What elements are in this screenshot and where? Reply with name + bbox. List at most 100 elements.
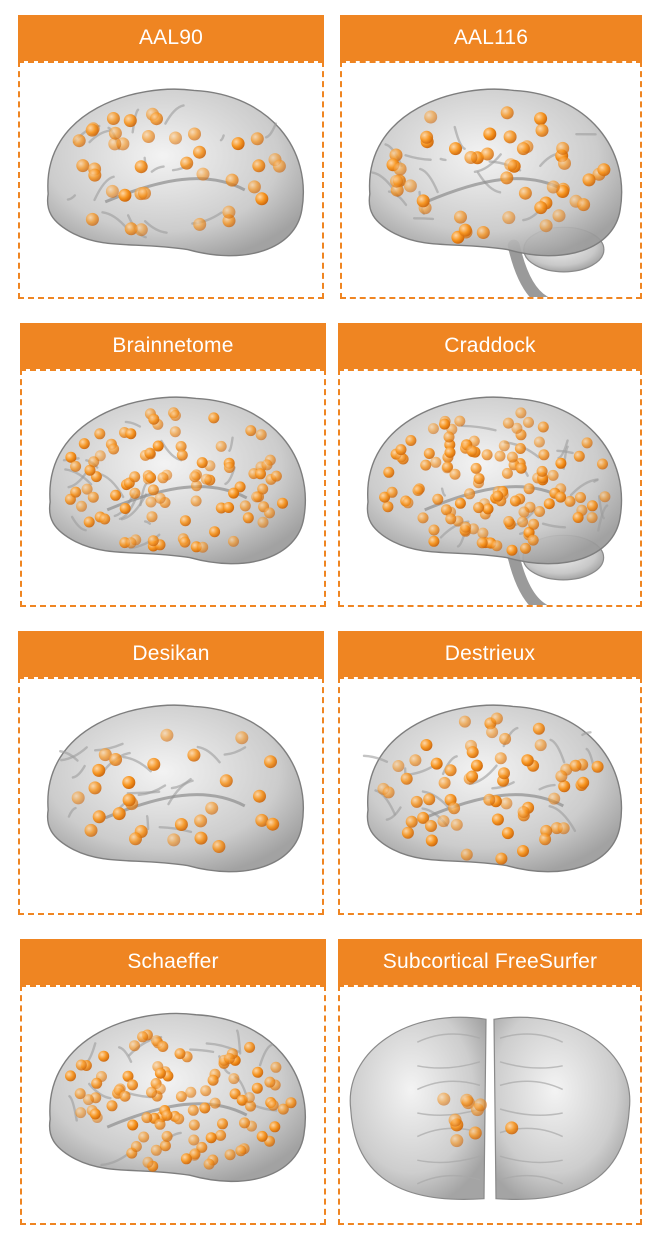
parcel-node [122, 1070, 134, 1082]
parcel-node [382, 501, 394, 513]
parcel-node [555, 457, 567, 469]
parcel-node [145, 472, 157, 484]
parcel-node [533, 436, 545, 448]
parcel-node [127, 1119, 139, 1131]
parcel-node [108, 126, 122, 140]
parcel-node [118, 188, 132, 202]
parcel-node [412, 485, 424, 496]
parcel-node [444, 764, 457, 777]
parcel-node [88, 168, 102, 182]
parcel-node [468, 1126, 482, 1140]
parcel-node [223, 502, 235, 513]
parcel-node [586, 500, 598, 512]
parcel-node [264, 1076, 276, 1088]
brain-figure-frame [18, 677, 324, 915]
parcel-node [473, 473, 485, 485]
brain-figure-frame [338, 985, 642, 1225]
parcel-node [516, 142, 530, 156]
parcel-node [223, 462, 235, 473]
parcel-node [257, 483, 269, 495]
parcel-node [109, 753, 123, 766]
atlas-panel-schaeffer: Schaeffer [20, 939, 326, 1225]
parcel-node [500, 797, 513, 810]
parcel-node [229, 1088, 241, 1100]
parcel-node [253, 789, 266, 803]
parcel-node [208, 412, 220, 424]
parcel-node [449, 142, 462, 156]
atlas-panel-subcortical-freesurfer: Subcortical FreeSurfer [338, 939, 642, 1225]
parcel-node [176, 449, 188, 461]
parcel-node [91, 1077, 103, 1089]
parcel-node [188, 127, 201, 141]
parcel-node [225, 173, 239, 187]
parcel-node [509, 495, 521, 507]
parcel-node [534, 112, 548, 126]
parcel-node [503, 516, 515, 527]
parcel-node [515, 407, 527, 419]
parcel-node [83, 516, 95, 528]
parcel-node [209, 1097, 221, 1109]
parcel-node [243, 1092, 255, 1104]
parcel-node [437, 1092, 451, 1106]
parcel-node [491, 540, 503, 552]
parcel-node [194, 814, 208, 828]
parcel-node [517, 845, 529, 857]
parcel-node [70, 486, 82, 498]
parcel-node [503, 130, 517, 144]
parcel-node [112, 807, 126, 821]
parcel-node [437, 815, 450, 828]
parcel-node [514, 443, 526, 454]
parcel-node [264, 507, 275, 519]
parcel-node [423, 448, 435, 459]
brain-figure-frame [18, 61, 324, 299]
parcel-node [535, 123, 549, 137]
parcel-node [389, 148, 403, 162]
parcel-node [492, 490, 504, 502]
parcel-node [169, 426, 181, 438]
hemisphere-surface [493, 1016, 631, 1200]
parcel-node [187, 1104, 199, 1116]
parcel-node [502, 417, 514, 429]
parcel-node [470, 462, 482, 474]
atlas-panel-desikan: Desikan [18, 631, 324, 915]
parcel-node [154, 1067, 166, 1079]
parcel-node [88, 456, 100, 468]
parcel-node [555, 491, 567, 503]
parcel-node [108, 137, 122, 151]
parcel-node [586, 512, 598, 524]
parcel-node [515, 462, 527, 474]
parcel-node [154, 492, 166, 504]
parcel-node [423, 793, 436, 806]
parcel-node [146, 511, 158, 523]
parcel-node [505, 1121, 519, 1135]
brain-figure-frame [20, 985, 326, 1225]
parcel-node [228, 1073, 240, 1085]
parcel-node [390, 174, 403, 188]
parcel-node [569, 759, 582, 772]
brain-figure-frame [338, 677, 642, 915]
parcel-node [175, 1091, 187, 1102]
parcel-node [577, 776, 590, 789]
parcel-node [75, 1107, 87, 1119]
parcel-node [200, 1085, 212, 1097]
parcel-node [257, 516, 269, 528]
parcel-node [402, 497, 414, 509]
parcel-node [582, 173, 596, 187]
parcel-node [144, 447, 156, 459]
parcel-node [558, 156, 571, 170]
parcel-node [425, 820, 437, 832]
panel-title: Craddock [338, 323, 642, 369]
parcel-node [71, 791, 85, 805]
parcel-node [450, 818, 463, 831]
parcel-node [179, 515, 191, 527]
parcel-node [473, 1098, 487, 1112]
parcel-node [174, 1048, 186, 1060]
parcel-node [148, 413, 160, 425]
parcel-node [464, 488, 476, 500]
atlas-panel-craddock: Craddock [338, 323, 642, 607]
parcel-node [491, 813, 504, 826]
parcel-node [215, 440, 227, 452]
parcel-node [193, 145, 206, 159]
parcel-node [277, 497, 288, 509]
parcel-node [256, 1130, 268, 1142]
